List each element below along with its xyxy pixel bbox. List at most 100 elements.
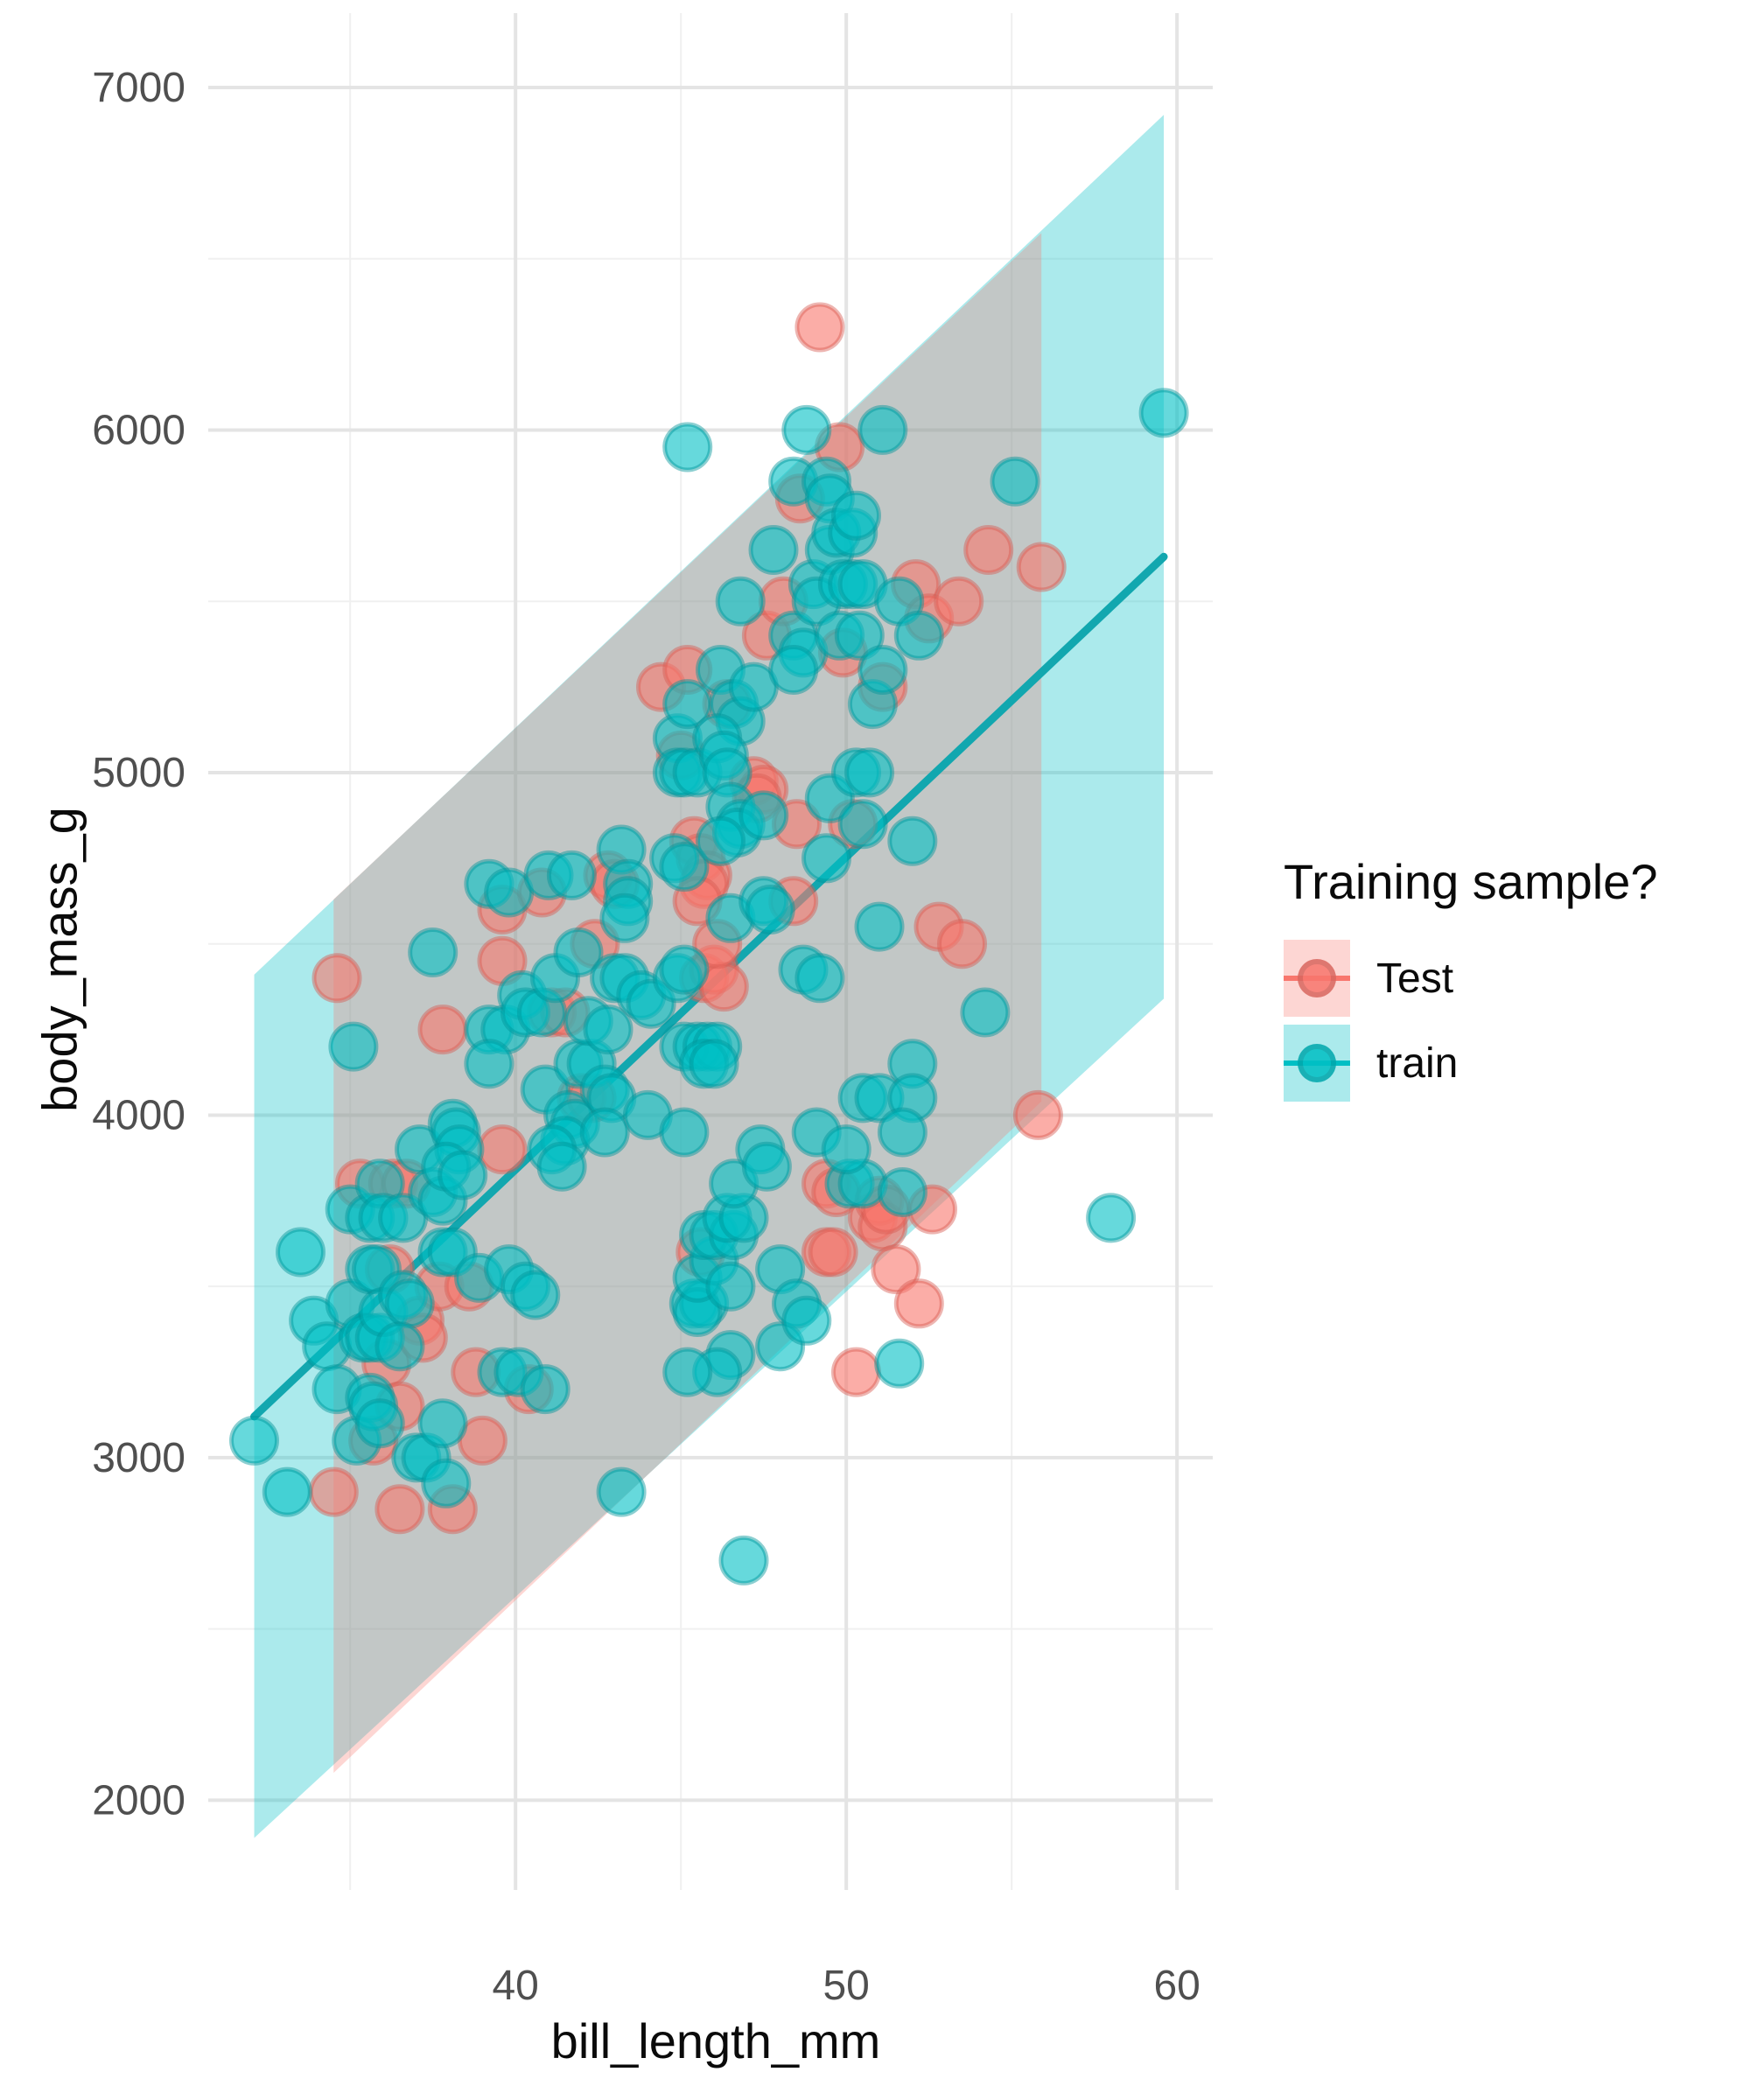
data-point-train — [510, 1270, 561, 1320]
data-point-train — [276, 1227, 326, 1278]
data-point-train — [659, 842, 710, 892]
data-point-train — [738, 790, 789, 841]
data-point-test — [831, 1347, 881, 1397]
data-point-train — [990, 456, 1040, 507]
x-tick-label: 50 — [822, 1963, 869, 2009]
legend-swatch-train — [1284, 1025, 1350, 1102]
data-point-train — [553, 928, 604, 977]
data-point-test — [937, 919, 987, 970]
data-point-train — [781, 404, 832, 455]
data-point-train — [662, 422, 713, 472]
data-point-train — [705, 1261, 756, 1312]
data-point-train — [417, 1398, 468, 1449]
legend-swatch-test — [1284, 940, 1350, 1017]
data-point-train — [689, 1039, 739, 1089]
y-tick-label: 4000 — [92, 1092, 186, 1138]
data-point-test — [374, 1484, 425, 1535]
x-tick-label: 60 — [1153, 1963, 1200, 2009]
data-point-train — [794, 953, 845, 1004]
data-point-train — [821, 1124, 872, 1175]
x-tick-label: 40 — [492, 1963, 538, 2009]
data-point-train — [1138, 388, 1189, 438]
legend-title: Training sample? — [1284, 854, 1658, 909]
y-tick-label: 5000 — [92, 750, 186, 796]
data-point-train — [802, 833, 851, 884]
data-point-train — [374, 1321, 425, 1372]
data-point-test — [963, 525, 1014, 575]
data-point-train — [831, 490, 881, 541]
data-point-train — [384, 1278, 435, 1329]
data-point-test — [308, 1466, 359, 1517]
data-point-train — [696, 816, 746, 866]
data-point-train — [583, 1004, 634, 1055]
y-tick-label: 6000 — [92, 407, 186, 453]
data-point-train — [893, 610, 944, 661]
data-point-test — [1012, 1089, 1063, 1140]
legend: Training sample? Test train — [1284, 853, 1739, 1110]
data-point-train — [837, 799, 888, 850]
data-point-train — [599, 892, 650, 943]
data-point-train — [378, 1193, 429, 1243]
data-point-test — [1016, 542, 1067, 592]
legend-item-test: Test — [1284, 940, 1739, 1017]
legend-label-test: Test — [1376, 955, 1454, 1002]
data-point-test — [808, 1227, 858, 1278]
data-point-train — [579, 1107, 630, 1158]
data-point-train — [877, 1107, 928, 1158]
data-point-train — [1086, 1193, 1137, 1243]
data-point-train — [536, 1141, 587, 1192]
data-point-train — [354, 1398, 405, 1449]
x-axis-title: bill_length_mm — [550, 2013, 881, 2068]
data-point-train — [844, 747, 895, 798]
data-point-train — [662, 1347, 713, 1397]
data-point-train — [262, 1466, 312, 1517]
data-point-train — [728, 662, 779, 712]
data-point-train — [858, 645, 908, 695]
data-point-test — [934, 576, 984, 626]
data-point-train — [874, 576, 925, 626]
data-point-train — [741, 1141, 792, 1192]
data-point-train — [858, 404, 908, 455]
data-point-train — [768, 645, 819, 695]
data-point-train — [854, 901, 905, 952]
data-point-train — [438, 1150, 488, 1200]
data-point-train — [596, 1466, 647, 1517]
data-point-test — [794, 302, 845, 353]
data-point-test — [477, 1124, 528, 1175]
data-point-test — [893, 1278, 944, 1329]
data-point-train — [748, 525, 799, 575]
data-point-train — [484, 867, 535, 918]
legend-label-train: train — [1376, 1040, 1459, 1087]
data-point-test — [457, 1415, 508, 1466]
data-point-test — [417, 1004, 468, 1055]
y-tick-label: 3000 — [92, 1435, 186, 1481]
y-axis-title: body_mass_g — [32, 807, 88, 1112]
data-point-train — [421, 1458, 472, 1508]
data-point-test — [312, 953, 362, 1004]
legend-key-point-icon — [1298, 1044, 1336, 1082]
y-tick-label: 7000 — [92, 65, 186, 111]
data-point-train — [745, 885, 795, 934]
y-tick-label: 2000 — [92, 1777, 186, 1824]
data-point-train — [464, 1039, 514, 1089]
data-point-test — [477, 935, 528, 986]
data-point-train — [715, 576, 766, 626]
legend-item-train: train — [1284, 1025, 1739, 1102]
data-point-train — [408, 928, 458, 977]
data-point-train — [718, 1535, 769, 1586]
data-point-train — [874, 1338, 925, 1389]
data-point-train — [520, 1364, 570, 1415]
data-point-test — [871, 1244, 921, 1295]
legend-key-point-icon — [1298, 959, 1336, 998]
data-point-train — [887, 816, 938, 866]
data-point-train — [781, 1295, 832, 1346]
data-point-train — [662, 679, 713, 730]
data-point-train — [877, 1167, 928, 1217]
data-point-train — [546, 850, 597, 900]
data-point-train — [659, 944, 710, 995]
data-point-train — [960, 987, 1011, 1038]
data-point-train — [229, 1415, 279, 1466]
data-point-train — [659, 1107, 710, 1158]
